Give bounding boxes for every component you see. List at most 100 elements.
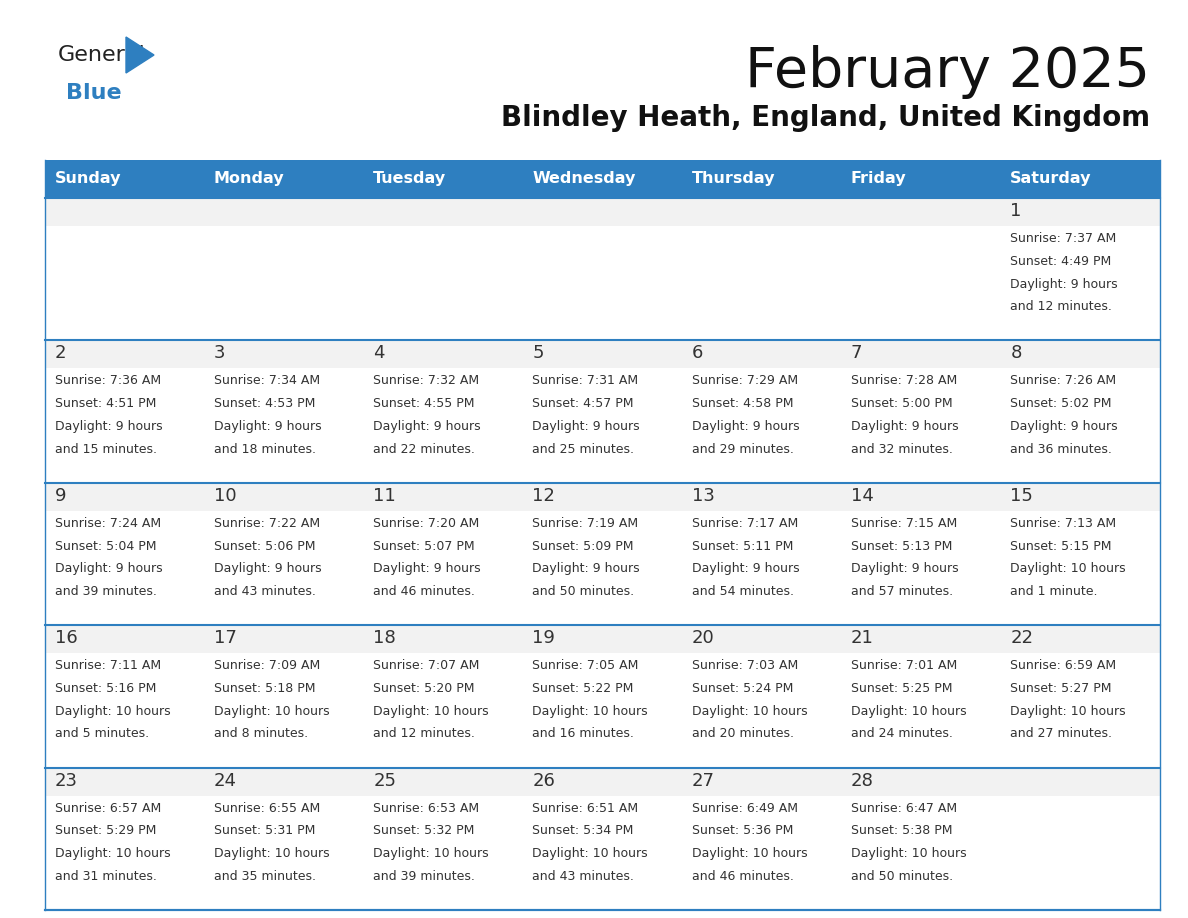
- Text: Daylight: 9 hours: Daylight: 9 hours: [214, 563, 322, 576]
- Text: Daylight: 10 hours: Daylight: 10 hours: [691, 705, 808, 718]
- Bar: [204, 226, 364, 341]
- Bar: [45, 510, 204, 625]
- Text: 25: 25: [373, 772, 396, 789]
- Text: Sunrise: 7:34 AM: Sunrise: 7:34 AM: [214, 375, 320, 387]
- Text: Sunrise: 7:32 AM: Sunrise: 7:32 AM: [373, 375, 479, 387]
- Bar: [682, 368, 841, 483]
- Bar: [45, 198, 204, 226]
- Bar: [204, 368, 364, 483]
- Bar: [682, 510, 841, 625]
- Bar: [841, 368, 1000, 483]
- Text: and 35 minutes.: and 35 minutes.: [214, 870, 316, 883]
- Bar: [1000, 341, 1159, 368]
- Bar: [45, 368, 204, 483]
- Text: Sunrise: 7:13 AM: Sunrise: 7:13 AM: [1010, 517, 1117, 530]
- Bar: [204, 198, 364, 226]
- Text: Daylight: 10 hours: Daylight: 10 hours: [1010, 705, 1126, 718]
- Bar: [1000, 368, 1159, 483]
- Text: 26: 26: [532, 772, 555, 789]
- Bar: [364, 160, 523, 198]
- Text: 5: 5: [532, 344, 544, 363]
- Bar: [1000, 767, 1159, 796]
- Text: Daylight: 9 hours: Daylight: 9 hours: [532, 563, 640, 576]
- Bar: [364, 483, 523, 510]
- Text: and 46 minutes.: and 46 minutes.: [373, 585, 475, 598]
- Text: 17: 17: [214, 629, 236, 647]
- Bar: [523, 341, 682, 368]
- Text: Sunrise: 7:11 AM: Sunrise: 7:11 AM: [55, 659, 160, 672]
- Bar: [1000, 654, 1159, 767]
- Text: and 50 minutes.: and 50 minutes.: [851, 870, 953, 883]
- Bar: [523, 625, 682, 654]
- Text: 2: 2: [55, 344, 67, 363]
- Text: 12: 12: [532, 487, 555, 505]
- Bar: [682, 625, 841, 654]
- Text: and 12 minutes.: and 12 minutes.: [373, 727, 475, 741]
- Text: Sunset: 5:13 PM: Sunset: 5:13 PM: [851, 540, 953, 553]
- Text: Sunset: 5:32 PM: Sunset: 5:32 PM: [373, 824, 474, 837]
- Text: 23: 23: [55, 772, 77, 789]
- Text: and 8 minutes.: and 8 minutes.: [214, 727, 308, 741]
- Text: Sunrise: 6:59 AM: Sunrise: 6:59 AM: [1010, 659, 1117, 672]
- Text: Sunset: 5:18 PM: Sunset: 5:18 PM: [214, 682, 315, 695]
- Text: Sunset: 5:06 PM: Sunset: 5:06 PM: [214, 540, 315, 553]
- Text: Sunrise: 7:15 AM: Sunrise: 7:15 AM: [851, 517, 958, 530]
- Bar: [364, 226, 523, 341]
- Text: and 46 minutes.: and 46 minutes.: [691, 870, 794, 883]
- Text: Sunset: 4:58 PM: Sunset: 4:58 PM: [691, 397, 794, 410]
- Bar: [682, 767, 841, 796]
- Text: and 54 minutes.: and 54 minutes.: [691, 585, 794, 598]
- Text: Daylight: 9 hours: Daylight: 9 hours: [851, 420, 959, 433]
- Text: Sunset: 5:11 PM: Sunset: 5:11 PM: [691, 540, 794, 553]
- Text: Blindley Heath, England, United Kingdom: Blindley Heath, England, United Kingdom: [501, 104, 1150, 132]
- Bar: [1000, 198, 1159, 226]
- Text: Sunrise: 6:51 AM: Sunrise: 6:51 AM: [532, 801, 638, 814]
- Text: Daylight: 9 hours: Daylight: 9 hours: [691, 563, 800, 576]
- Bar: [45, 226, 204, 341]
- Text: and 15 minutes.: and 15 minutes.: [55, 442, 157, 455]
- Bar: [841, 160, 1000, 198]
- Text: 15: 15: [1010, 487, 1034, 505]
- Bar: [523, 226, 682, 341]
- Bar: [45, 625, 204, 654]
- Bar: [204, 510, 364, 625]
- Text: Daylight: 9 hours: Daylight: 9 hours: [373, 563, 481, 576]
- Bar: [45, 483, 204, 510]
- Text: 6: 6: [691, 344, 703, 363]
- Text: Sunrise: 7:36 AM: Sunrise: 7:36 AM: [55, 375, 160, 387]
- Bar: [1000, 625, 1159, 654]
- Text: Sunset: 5:34 PM: Sunset: 5:34 PM: [532, 824, 633, 837]
- Text: Sunrise: 7:01 AM: Sunrise: 7:01 AM: [851, 659, 958, 672]
- Bar: [204, 483, 364, 510]
- Text: and 36 minutes.: and 36 minutes.: [1010, 442, 1112, 455]
- Text: 11: 11: [373, 487, 396, 505]
- Text: Friday: Friday: [851, 172, 906, 186]
- Bar: [682, 341, 841, 368]
- Text: Sunrise: 6:57 AM: Sunrise: 6:57 AM: [55, 801, 160, 814]
- Text: Sunset: 5:09 PM: Sunset: 5:09 PM: [532, 540, 634, 553]
- Text: 8: 8: [1010, 344, 1022, 363]
- Bar: [364, 625, 523, 654]
- Text: Daylight: 9 hours: Daylight: 9 hours: [55, 563, 163, 576]
- Text: Daylight: 9 hours: Daylight: 9 hours: [1010, 420, 1118, 433]
- Text: Daylight: 10 hours: Daylight: 10 hours: [1010, 563, 1126, 576]
- Text: Sunrise: 7:17 AM: Sunrise: 7:17 AM: [691, 517, 798, 530]
- Bar: [841, 226, 1000, 341]
- Bar: [45, 341, 204, 368]
- Text: Sunday: Sunday: [55, 172, 121, 186]
- Text: Sunset: 5:27 PM: Sunset: 5:27 PM: [1010, 682, 1112, 695]
- Text: Sunset: 5:25 PM: Sunset: 5:25 PM: [851, 682, 953, 695]
- Text: Sunrise: 7:29 AM: Sunrise: 7:29 AM: [691, 375, 798, 387]
- Text: Sunrise: 7:03 AM: Sunrise: 7:03 AM: [691, 659, 798, 672]
- Text: Daylight: 9 hours: Daylight: 9 hours: [851, 563, 959, 576]
- Text: 28: 28: [851, 772, 874, 789]
- Text: Sunset: 4:51 PM: Sunset: 4:51 PM: [55, 397, 156, 410]
- Text: 14: 14: [851, 487, 874, 505]
- Text: 13: 13: [691, 487, 714, 505]
- Text: 18: 18: [373, 629, 396, 647]
- Text: and 20 minutes.: and 20 minutes.: [691, 727, 794, 741]
- Text: 21: 21: [851, 629, 874, 647]
- Text: Sunrise: 7:28 AM: Sunrise: 7:28 AM: [851, 375, 958, 387]
- Text: Sunrise: 7:09 AM: Sunrise: 7:09 AM: [214, 659, 320, 672]
- Text: Sunset: 5:20 PM: Sunset: 5:20 PM: [373, 682, 475, 695]
